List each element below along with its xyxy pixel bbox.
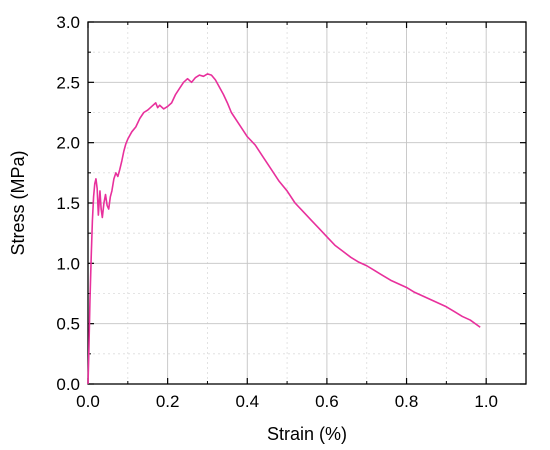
y-tick-label: 1.0 (56, 254, 80, 273)
stress-strain-series-line (87, 73, 481, 385)
y-tick-label: 2.5 (56, 73, 80, 92)
y-tick-label: 1.5 (56, 194, 80, 213)
x-tick-label: 0.6 (315, 392, 339, 411)
y-axis-label: Stress (MPa) (8, 150, 28, 255)
axis-ticks (87, 21, 526, 385)
y-tick-label: 0.5 (56, 315, 80, 334)
x-tick-label: 0.8 (395, 392, 419, 411)
tick-labels: 0.0 0.2 0.4 0.6 0.8 1.0 0.0 0.5 1.0 1.5 2.0 2.5 3.0 (56, 13, 498, 411)
x-tick-label: 0.0 (76, 392, 100, 411)
x-tick-label: 0.2 (156, 392, 180, 411)
x-axis-label: Strain (%) (267, 424, 347, 444)
y-tick-label: 3.0 (56, 13, 80, 32)
grid-lines (87, 21, 526, 385)
series-group (87, 73, 481, 385)
x-tick-label: 1.0 (474, 392, 498, 411)
x-tick-label: 0.4 (235, 392, 259, 411)
y-tick-label: 2.0 (56, 134, 80, 153)
y-tick-label: 0.0 (56, 375, 80, 394)
